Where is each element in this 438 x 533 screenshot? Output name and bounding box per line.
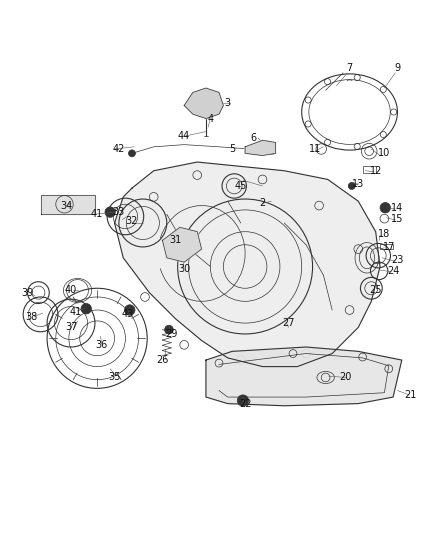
Text: 34: 34 bbox=[60, 200, 73, 211]
Text: 14: 14 bbox=[391, 203, 403, 213]
Text: 20: 20 bbox=[339, 373, 351, 383]
Circle shape bbox=[165, 325, 173, 334]
Text: 44: 44 bbox=[178, 131, 190, 141]
Text: 30: 30 bbox=[178, 264, 190, 273]
Circle shape bbox=[237, 395, 249, 406]
Text: 25: 25 bbox=[369, 286, 382, 295]
Text: 21: 21 bbox=[404, 390, 417, 400]
Text: 43: 43 bbox=[121, 309, 134, 319]
Text: 5: 5 bbox=[229, 144, 235, 154]
Text: 7: 7 bbox=[346, 63, 353, 74]
Bar bbox=[380, 244, 393, 249]
Polygon shape bbox=[245, 140, 276, 156]
Text: 9: 9 bbox=[394, 63, 400, 74]
Polygon shape bbox=[41, 195, 95, 214]
Text: 15: 15 bbox=[391, 214, 404, 224]
Text: 38: 38 bbox=[26, 312, 38, 321]
Polygon shape bbox=[184, 88, 223, 118]
Text: 22: 22 bbox=[239, 399, 251, 409]
Circle shape bbox=[348, 182, 355, 189]
Text: 13: 13 bbox=[352, 179, 364, 189]
Text: 24: 24 bbox=[387, 266, 399, 276]
Text: 37: 37 bbox=[65, 322, 77, 333]
Text: 45: 45 bbox=[235, 181, 247, 191]
Circle shape bbox=[128, 150, 135, 157]
Text: 18: 18 bbox=[378, 229, 391, 239]
Text: 31: 31 bbox=[170, 236, 182, 245]
Polygon shape bbox=[115, 162, 380, 367]
Circle shape bbox=[268, 148, 275, 155]
Text: 40: 40 bbox=[65, 286, 77, 295]
Text: 26: 26 bbox=[156, 355, 169, 365]
Text: 33: 33 bbox=[113, 207, 125, 217]
Polygon shape bbox=[206, 347, 402, 406]
Circle shape bbox=[124, 305, 135, 315]
Text: 35: 35 bbox=[108, 373, 121, 383]
Text: 2: 2 bbox=[259, 198, 266, 208]
Text: 41: 41 bbox=[91, 209, 103, 219]
Text: 39: 39 bbox=[21, 288, 34, 297]
Text: 6: 6 bbox=[251, 133, 257, 143]
Bar bbox=[363, 166, 376, 173]
Polygon shape bbox=[162, 228, 201, 262]
Text: 10: 10 bbox=[378, 148, 391, 158]
Text: 29: 29 bbox=[165, 329, 177, 339]
Text: 11: 11 bbox=[309, 144, 321, 154]
Text: 32: 32 bbox=[126, 216, 138, 226]
Text: 3: 3 bbox=[225, 98, 231, 108]
Text: 4: 4 bbox=[207, 114, 213, 124]
Text: 36: 36 bbox=[95, 340, 108, 350]
Circle shape bbox=[81, 303, 92, 314]
Circle shape bbox=[380, 203, 391, 213]
Text: 23: 23 bbox=[391, 255, 404, 265]
Text: 17: 17 bbox=[382, 242, 395, 252]
Circle shape bbox=[105, 207, 116, 217]
Text: 12: 12 bbox=[370, 166, 382, 176]
Text: 27: 27 bbox=[283, 318, 295, 328]
Text: 42: 42 bbox=[113, 144, 125, 154]
Text: 41: 41 bbox=[69, 307, 81, 317]
